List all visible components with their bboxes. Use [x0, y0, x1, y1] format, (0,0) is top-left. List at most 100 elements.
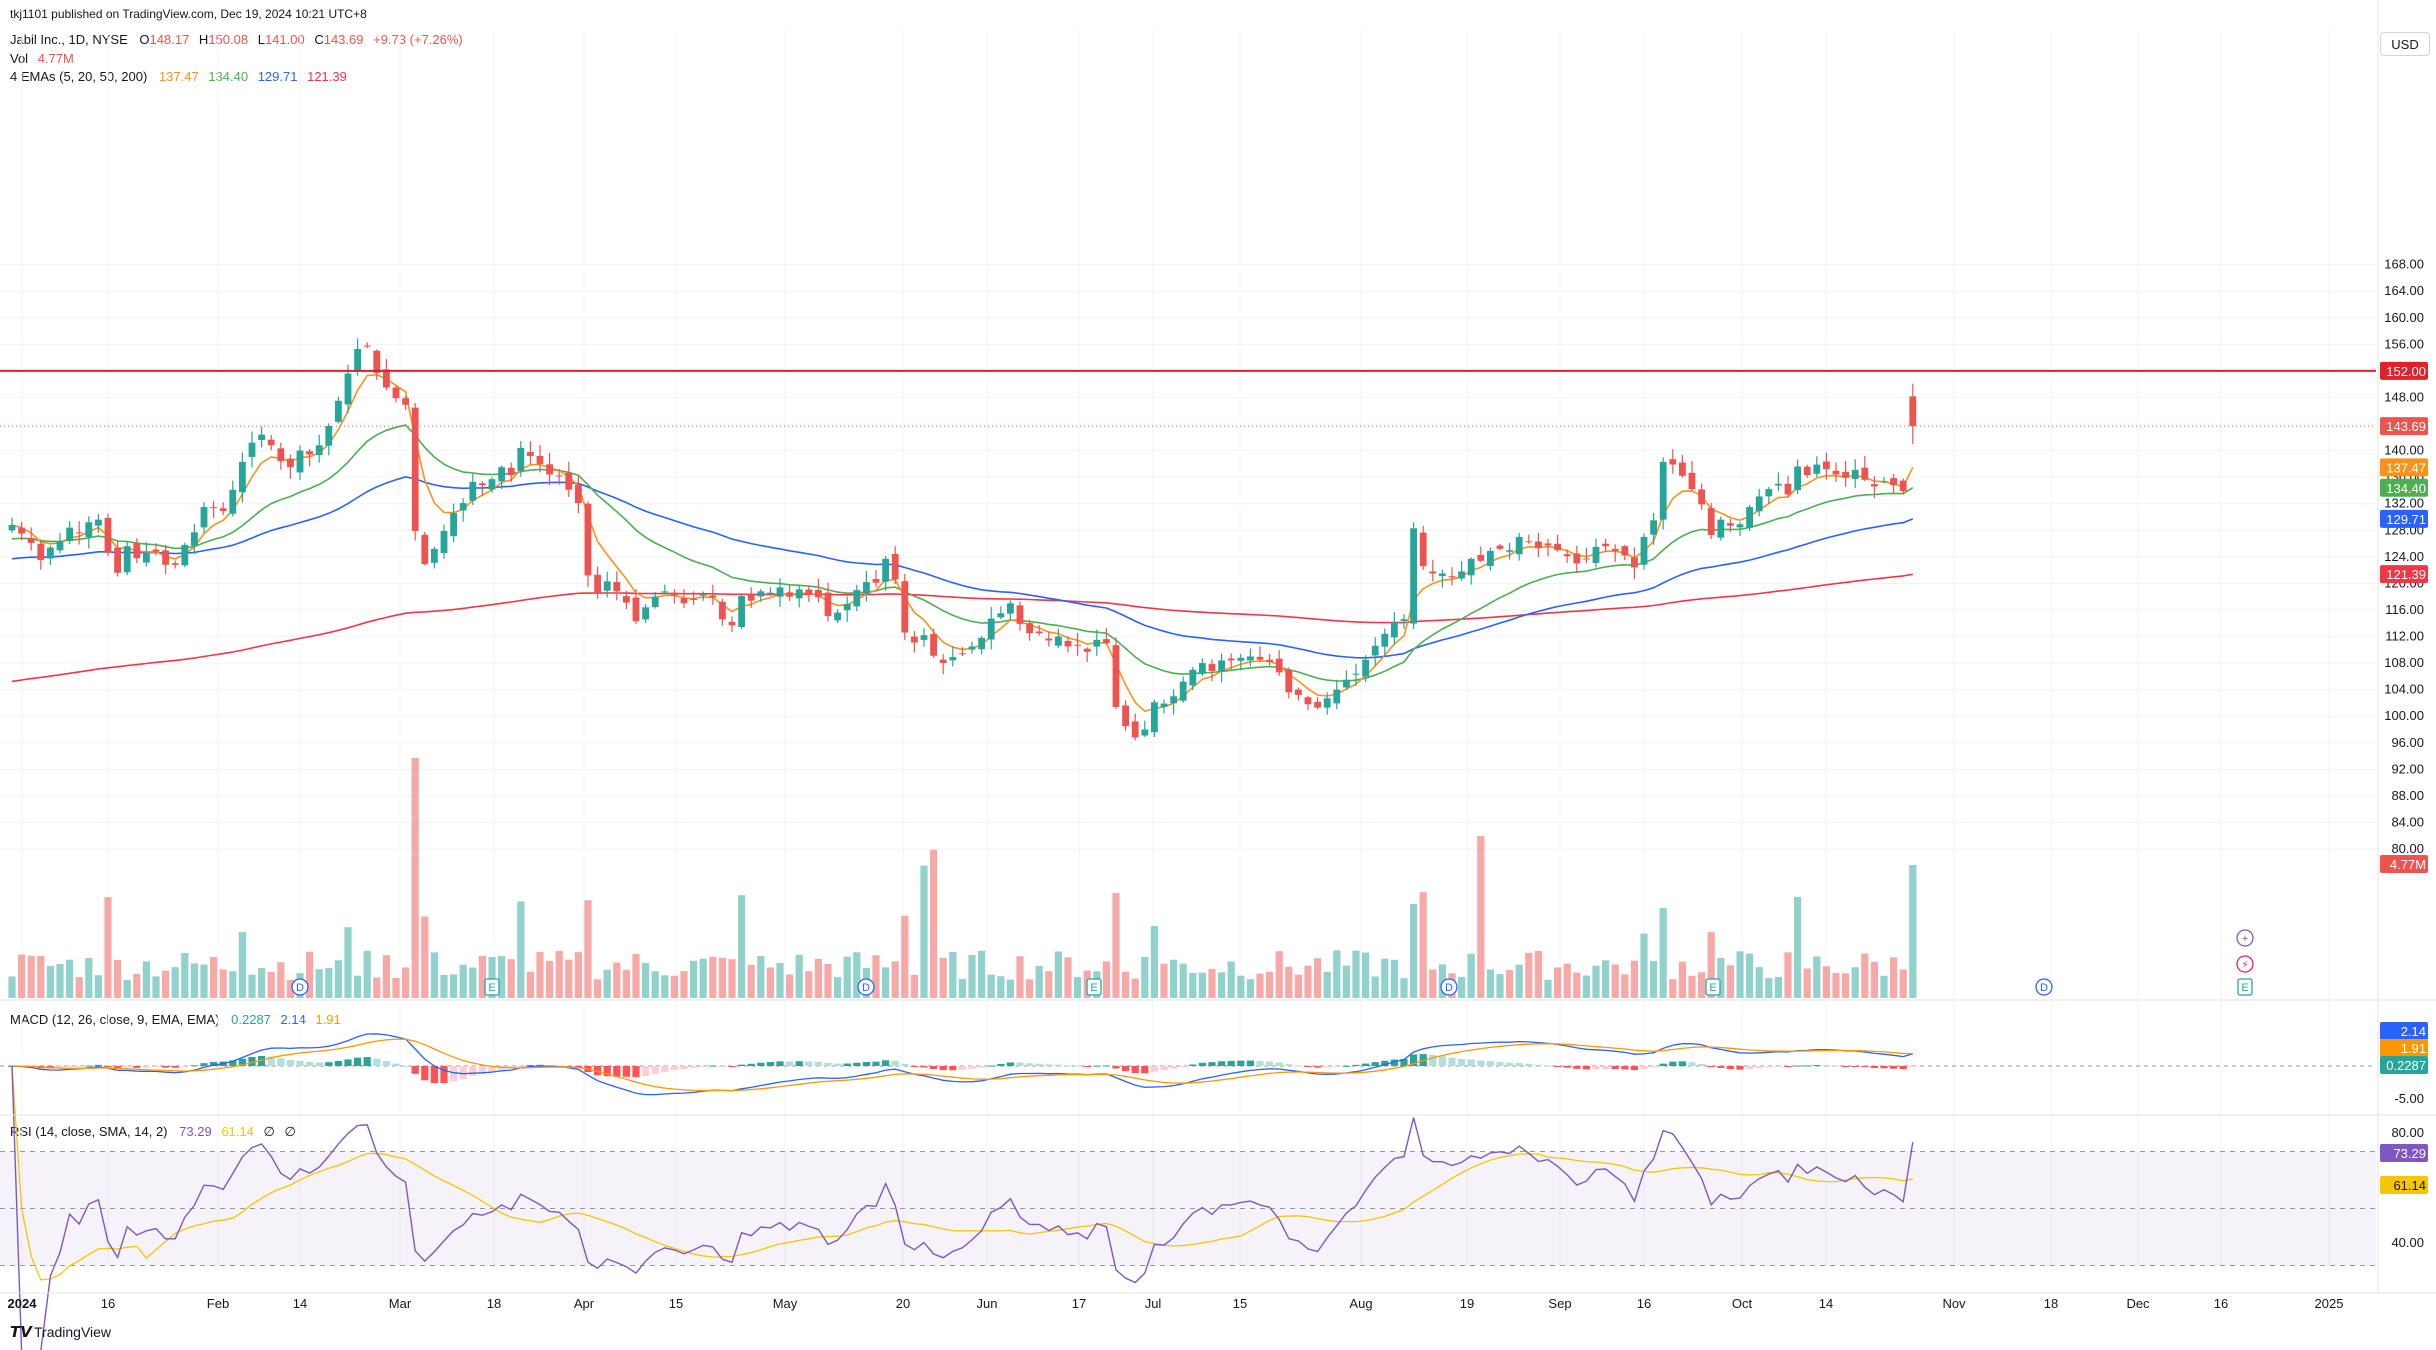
- candle-body: [296, 450, 304, 473]
- rsi-label[interactable]: RSI (14, close, SMA, 14, 2): [10, 1124, 168, 1139]
- macd-hist-bar: [718, 1065, 726, 1067]
- macd-hist-bar: [1746, 1066, 1754, 1070]
- volume-bar: [1650, 961, 1658, 998]
- event-badge-d[interactable]: D: [857, 978, 875, 996]
- macd-hist-bar: [1611, 1066, 1619, 1070]
- event-badge-d[interactable]: D: [2035, 978, 2053, 996]
- macd-hist-bar: [1112, 1066, 1120, 1069]
- macd-hist-bar: [56, 1066, 64, 1068]
- candle-body: [805, 589, 813, 595]
- volume-bar: [1573, 972, 1581, 998]
- macd-hist-bar: [728, 1066, 736, 1067]
- macd-hist-bar: [1486, 1061, 1494, 1066]
- macd-hist-bar: [1093, 1065, 1101, 1067]
- time-tick-label: Nov: [1942, 1296, 1966, 1311]
- volume-bar: [1630, 960, 1638, 998]
- candle-body: [642, 607, 649, 620]
- event-badge-d[interactable]: D: [1440, 978, 1458, 996]
- candle-body: [786, 592, 793, 597]
- event-badge-e[interactable]: E: [2237, 978, 2253, 996]
- volume-bar: [1208, 968, 1216, 998]
- candle-body: [210, 507, 217, 509]
- symbol-title[interactable]: Jabil Inc., 1D, NYSE: [10, 32, 128, 47]
- price-label-box: [2380, 478, 2428, 497]
- macd-hist-bar: [1544, 1065, 1552, 1067]
- time-tick-label: Oct: [1732, 1296, 1753, 1311]
- volume-bar: [258, 968, 266, 998]
- candle-body: [1851, 469, 1859, 479]
- currency-button[interactable]: USD: [2380, 32, 2430, 56]
- macd-hist-bar: [1150, 1066, 1158, 1072]
- candle-body: [968, 646, 976, 650]
- macd-hist-bar: [1323, 1066, 1331, 1068]
- price-label-text: 143.69: [2386, 419, 2426, 434]
- candle-body: [690, 598, 697, 600]
- macd-hist-bar: [1506, 1062, 1514, 1066]
- macd-hist-bar: [1342, 1065, 1350, 1067]
- macd-hist-bar: [795, 1061, 803, 1066]
- volume-bar: [1419, 892, 1427, 998]
- candle-body: [1362, 659, 1369, 677]
- volume-bar: [776, 963, 784, 998]
- macd-label[interactable]: MACD (12, 26, close, 9, EMA, EMA): [10, 1012, 220, 1027]
- macd-hist-bar: [210, 1061, 218, 1066]
- volume-bar: [642, 962, 650, 998]
- badge-letter: D: [1445, 982, 1453, 994]
- volume-bar: [1400, 978, 1408, 998]
- candle-body: [546, 464, 553, 475]
- macd-hist-bar: [949, 1066, 957, 1071]
- candle-body: [997, 613, 1005, 618]
- macd-hist-bar: [334, 1061, 342, 1066]
- volume-bar: [66, 959, 74, 998]
- candle-body: [152, 549, 160, 552]
- candle-body: [114, 547, 121, 573]
- volume-bar: [171, 967, 179, 998]
- volume-label[interactable]: Vol: [10, 51, 29, 66]
- candle-body: [181, 544, 189, 566]
- event-badge-e[interactable]: E: [1705, 978, 1721, 996]
- volume-bar: [526, 971, 534, 998]
- candle-body: [411, 407, 419, 531]
- volume-bar: [930, 849, 938, 998]
- macd-hist-bar: [1218, 1061, 1226, 1066]
- candle-body: [1208, 664, 1216, 672]
- macd-hist-bar: [1285, 1064, 1293, 1066]
- volume-bar: [1410, 904, 1418, 998]
- macd-hist-bar: [1573, 1066, 1581, 1069]
- volume-bar: [238, 932, 246, 998]
- grid-lines: [0, 30, 2376, 1270]
- price-tick-label: 160.00: [2384, 310, 2424, 325]
- ema-label[interactable]: 4 EMAs (5, 20, 50, 200): [10, 69, 148, 84]
- candle-body: [1247, 656, 1254, 661]
- macd-hist-bar: [670, 1066, 678, 1071]
- macd-hist-bar: [1736, 1066, 1744, 1070]
- macd-hist-bar: [1688, 1062, 1696, 1066]
- event-badge-e[interactable]: E: [1086, 978, 1102, 996]
- candle-body: [143, 553, 150, 563]
- low-label: L: [257, 32, 265, 47]
- price-axis: 168.00164.00160.00156.00152.00148.00144.…: [2380, 257, 2428, 1250]
- volume-bar: [373, 977, 381, 998]
- rsi-panel: [0, 1065, 2376, 1350]
- candle-body: [1679, 462, 1686, 476]
- candle-body: [661, 591, 669, 593]
- price-label-box: [2380, 565, 2428, 584]
- candle-body: [1765, 489, 1773, 497]
- event-badge-d[interactable]: D: [291, 978, 309, 996]
- candle-body: [949, 657, 957, 661]
- candle-body: [1717, 519, 1725, 538]
- macd-hist-bar: [536, 1064, 544, 1066]
- candle-body: [47, 547, 54, 559]
- macd-hist-bar: [373, 1058, 381, 1066]
- volume-bar: [517, 901, 525, 998]
- candle-body: [1640, 536, 1648, 565]
- time-tick-label: Dec: [2126, 1296, 2150, 1311]
- candle-body: [815, 589, 822, 598]
- candle-body: [219, 508, 227, 512]
- volume-bar: [411, 758, 419, 998]
- volume-bar: [853, 952, 861, 998]
- volume-bar: [1592, 965, 1600, 998]
- event-badge-e[interactable]: E: [484, 978, 500, 996]
- close-value: 143.69: [323, 32, 364, 47]
